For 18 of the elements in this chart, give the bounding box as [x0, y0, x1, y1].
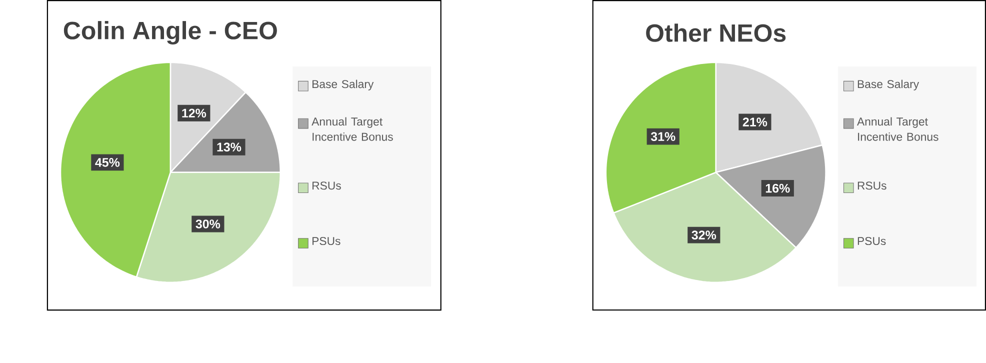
legend-label: PSUs — [858, 237, 886, 246]
chart-title: Colin Angle - CEO — [64, 21, 277, 45]
data-label: 21% — [742, 118, 768, 127]
data-label: 13% — [217, 142, 242, 152]
data-label: 32% — [692, 230, 716, 240]
data-label: 45% — [95, 158, 120, 168]
data-label: 30% — [196, 220, 220, 229]
legend-label: RSUs — [858, 182, 886, 190]
legend-label: PSUs — [312, 237, 340, 246]
chart-title: Other NEOs — [646, 24, 786, 42]
legend-label: Annual Target Incentive Bonus — [312, 117, 393, 141]
data-label: 16% — [766, 184, 790, 193]
legend-label: RSUs — [312, 182, 341, 190]
legend-label: Annual Target Incentive Bonus — [856, 117, 938, 141]
data-label: 12% — [182, 108, 206, 118]
data-label: 31% — [650, 132, 676, 142]
legend-label: Base Salary — [858, 80, 920, 91]
legend-label: Base Salary — [312, 80, 374, 91]
